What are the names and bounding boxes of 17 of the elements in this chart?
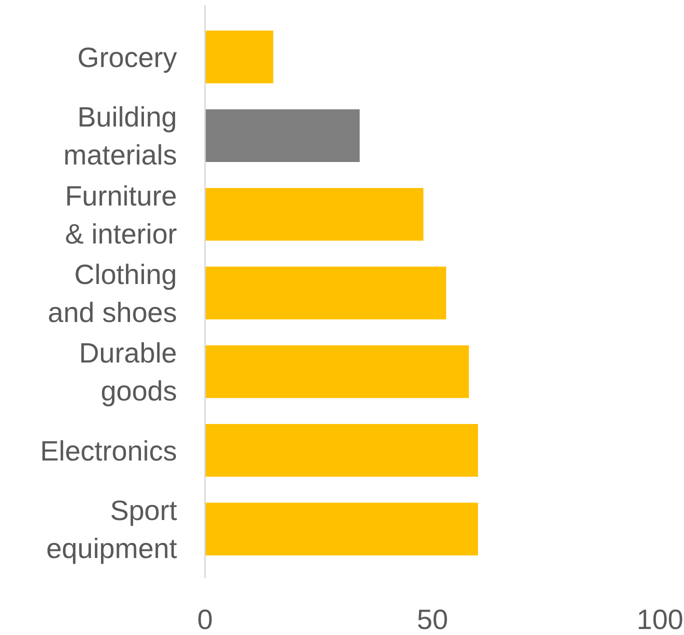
bar <box>205 345 469 398</box>
y-tick-label: Clothing and shoes <box>48 259 177 328</box>
y-tick-label: Sport equipment <box>46 495 178 564</box>
y-tick-label: Grocery <box>77 42 177 73</box>
bar <box>205 266 446 320</box>
y-tick-label: Electronics <box>40 435 177 466</box>
x-tick-label: 100 <box>636 604 684 635</box>
x-tick-label: 50 <box>416 604 448 635</box>
y-tick-label: Furniture & interior <box>64 180 177 250</box>
x-tick-label: 0 <box>197 604 213 635</box>
y-tick-label: Building materials <box>63 102 177 171</box>
bar <box>205 424 478 477</box>
y-tick-label: Durable goods <box>78 338 177 407</box>
bar <box>205 109 360 162</box>
bar <box>205 30 274 84</box>
bar <box>205 502 478 556</box>
bar <box>205 188 424 241</box>
